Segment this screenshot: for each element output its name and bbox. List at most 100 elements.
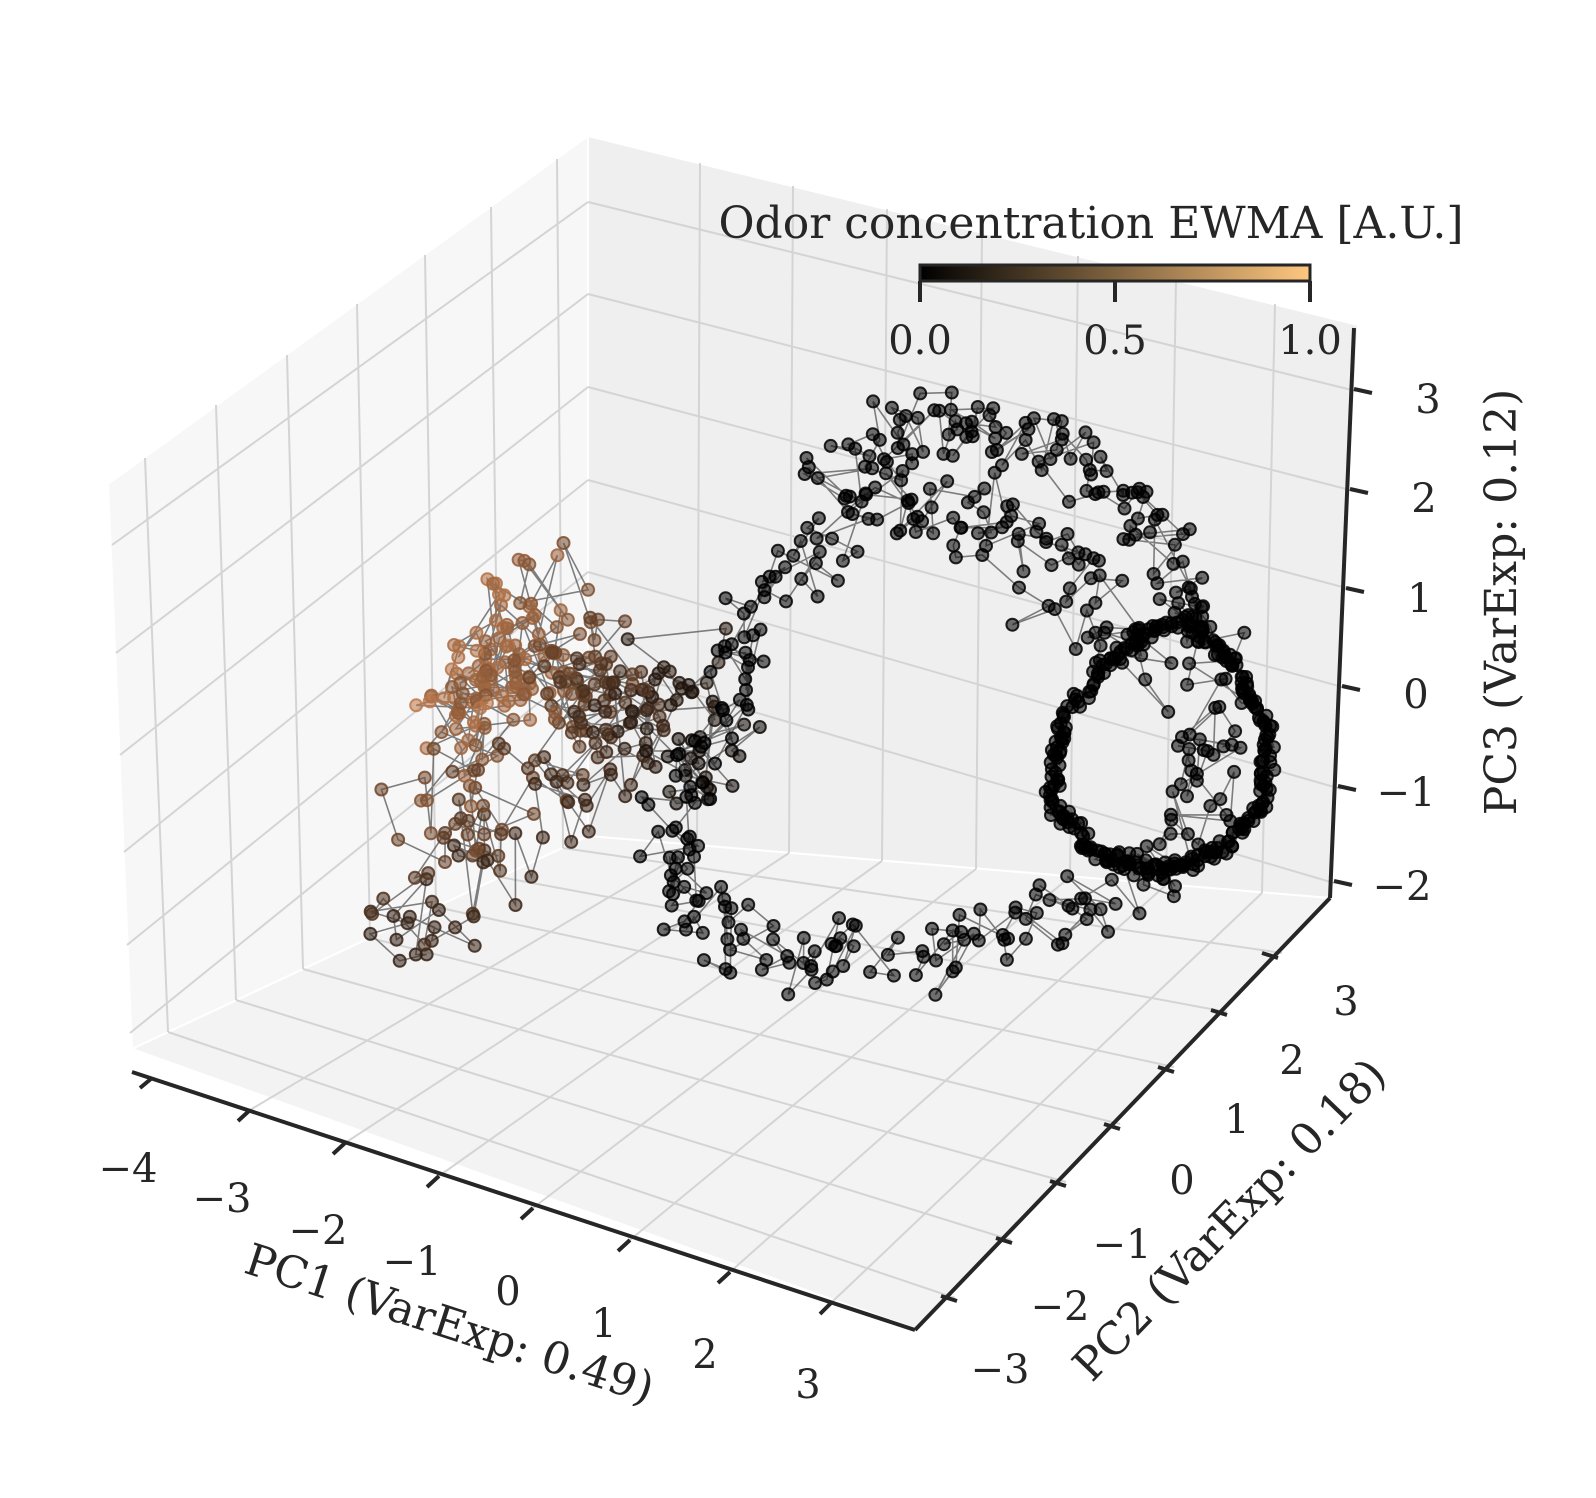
- trajectory-point: [1195, 570, 1210, 585]
- pc2-tick-label: 2: [1279, 1038, 1304, 1084]
- trajectory-point: [830, 573, 845, 588]
- trajectory-point: [516, 687, 531, 702]
- grid-line: [499, 876, 1228, 1013]
- trajectory-point: [1044, 558, 1059, 573]
- trajectory-point: [598, 722, 613, 737]
- trajectory-point: [1079, 603, 1094, 618]
- pc3-tick-label: 1: [1407, 576, 1432, 622]
- trajectory-point: [890, 930, 905, 945]
- trajectory-point: [389, 932, 404, 947]
- trajectory-point: [1203, 849, 1218, 864]
- pc1-tick: [818, 1300, 834, 1316]
- trajectory-point: [417, 937, 432, 952]
- grid-line: [435, 906, 1175, 1068]
- pc2-tick-label: 1: [1224, 1097, 1249, 1143]
- trajectory-point: [587, 698, 602, 713]
- trajectory-point: [866, 394, 881, 409]
- trajectory-point: [786, 548, 801, 563]
- trajectory-point: [531, 627, 546, 642]
- trajectory-point: [807, 944, 822, 959]
- trajectory-point: [1163, 826, 1178, 841]
- trajectory-point: [451, 792, 466, 807]
- trajectory-point: [422, 694, 437, 709]
- trajectory-point: [1041, 598, 1056, 613]
- trajectory-point: [437, 691, 451, 706]
- trajectory-point: [1250, 702, 1264, 717]
- trajectory-point: [841, 437, 856, 452]
- trajectory-point: [453, 811, 468, 826]
- trajectory-point: [588, 649, 603, 664]
- grid-line: [587, 201, 1357, 392]
- pc3-tick: [1337, 784, 1357, 792]
- trajectory-point: [1055, 936, 1070, 951]
- trajectory-point: [1150, 576, 1165, 591]
- trajectory-point: [639, 721, 654, 736]
- trajectory-point: [898, 409, 913, 423]
- trajectory-point: [1060, 527, 1075, 541]
- trajectory-point: [811, 511, 826, 526]
- trajectory-point: [945, 448, 960, 463]
- pc3-tick-label: 0: [1403, 672, 1428, 718]
- trajectory-point: [779, 594, 793, 609]
- pc2-tick: [1157, 1065, 1175, 1074]
- trajectory-point: [928, 987, 943, 1002]
- trajectory-point: [825, 531, 839, 546]
- trajectory-point: [683, 779, 698, 794]
- trajectory-point: [466, 909, 481, 924]
- pc3-tick-label: 3: [1415, 377, 1440, 423]
- trajectory-point: [1059, 594, 1074, 609]
- trajectory-point: [1139, 839, 1154, 854]
- trajectory-point: [409, 698, 424, 713]
- grid-line: [1165, 279, 1177, 886]
- trajectory-point: [497, 588, 512, 603]
- trajectory-point: [1166, 889, 1181, 904]
- trajectory-point: [662, 664, 677, 679]
- trajectory-point: [884, 400, 899, 415]
- pc2-tick: [1210, 1008, 1228, 1017]
- trajectory-point: [868, 480, 883, 495]
- trajectory-point: [718, 591, 733, 606]
- trajectory-point: [810, 589, 825, 604]
- colorbar-tick-label: 1.0: [1278, 318, 1342, 364]
- grid-line: [532, 868, 977, 1209]
- trajectory-point: [494, 688, 509, 703]
- trajectory-point: [1091, 485, 1106, 500]
- trajectory-point: [1165, 784, 1180, 799]
- trajectory-point: [1012, 580, 1026, 595]
- pc3-tick: [1341, 684, 1361, 692]
- trajectory-point: [1128, 527, 1143, 542]
- trajectory-point: [521, 761, 535, 776]
- trajectory-point: [407, 870, 422, 885]
- grid-line: [424, 254, 437, 908]
- trajectory-point: [1005, 617, 1020, 632]
- trajectory-point: [605, 675, 620, 690]
- trajectory-point: [578, 792, 592, 807]
- trajectory-point: [1180, 789, 1194, 804]
- trajectory-point: [468, 843, 483, 858]
- grid-line: [215, 404, 237, 1001]
- trajectory-point: [988, 420, 1003, 434]
- pc1-tick-labels: −4 −3 −2 −1 0 1 2 3: [99, 1146, 821, 1408]
- trajectory-point: [677, 914, 692, 929]
- colorbar-gradient: [918, 263, 1312, 283]
- grid-line: [438, 860, 883, 1177]
- trajectory-point: [1063, 451, 1078, 466]
- trajectory-point: [957, 932, 972, 947]
- grid-line: [119, 386, 589, 756]
- trajectory-point: [651, 666, 666, 681]
- trajectory-point: [766, 932, 781, 947]
- trajectory-point: [672, 675, 687, 690]
- trajectory-point: [908, 968, 923, 983]
- trajectory-point: [508, 826, 523, 841]
- colorbar-tick-label: 0.0: [888, 318, 952, 364]
- trajectory-series: [1038, 605, 1282, 886]
- pc1-tick: [616, 1238, 632, 1253]
- trajectory-point: [1181, 580, 1196, 595]
- trajectory-point: [549, 774, 564, 789]
- trajectory-point: [565, 687, 579, 701]
- trajectory-point: [1016, 564, 1031, 579]
- trajectory-point: [573, 627, 587, 641]
- trajectory-point: [741, 897, 756, 912]
- grid-line: [831, 892, 1263, 1303]
- trajectory-point: [1054, 537, 1069, 552]
